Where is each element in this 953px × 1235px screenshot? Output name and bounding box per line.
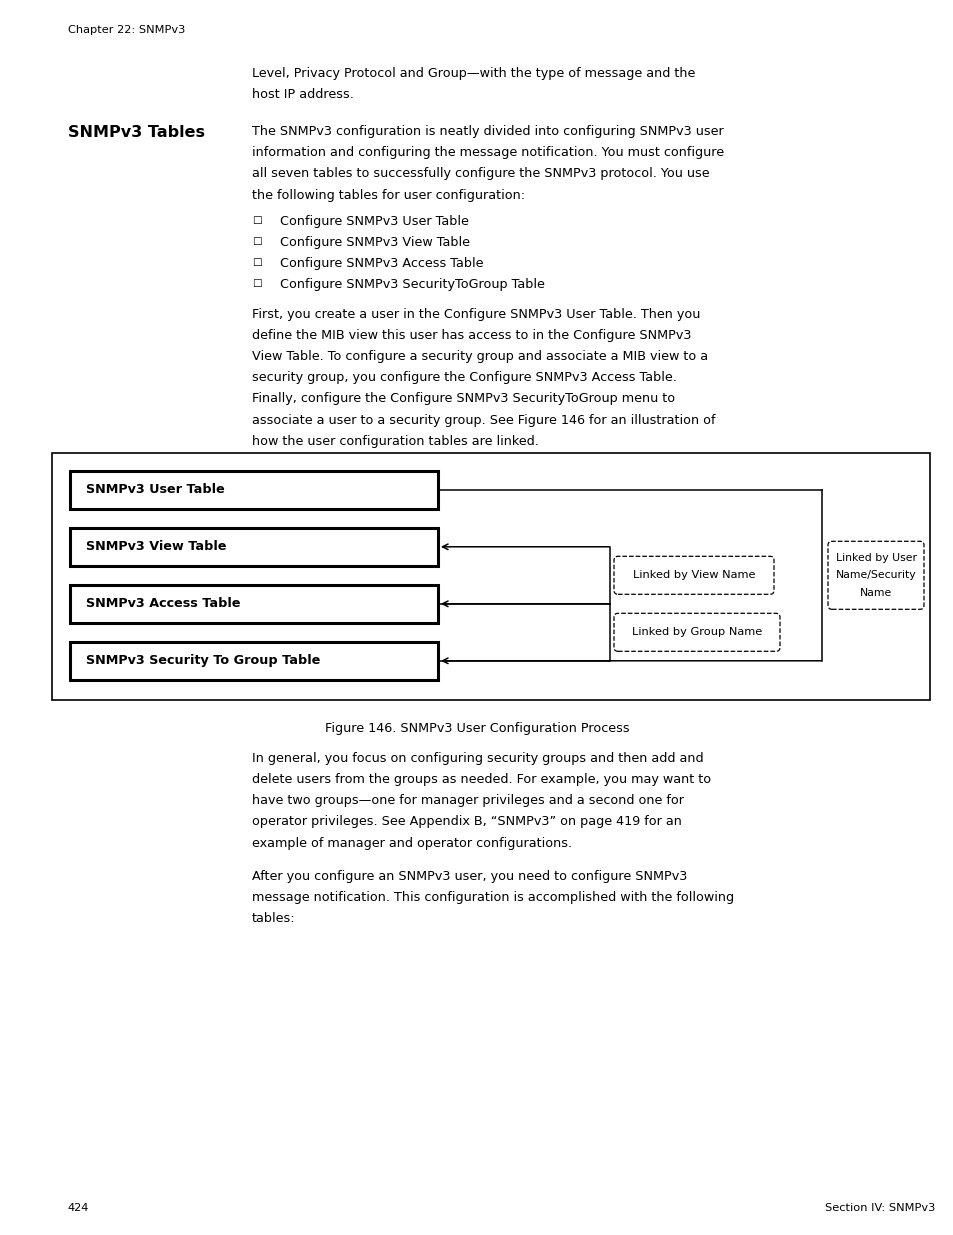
Text: SNMPv3 User Table: SNMPv3 User Table — [86, 483, 225, 496]
Text: operator privileges. See Appendix B, “SNMPv3” on page 419 for an: operator privileges. See Appendix B, “SN… — [252, 815, 681, 829]
Text: host IP address.: host IP address. — [252, 88, 354, 101]
Text: □: □ — [252, 278, 261, 289]
FancyBboxPatch shape — [70, 471, 437, 509]
Text: SNMPv3 View Table: SNMPv3 View Table — [86, 540, 226, 553]
Text: Linked by View Name: Linked by View Name — [632, 571, 755, 580]
Text: Finally, configure the Configure SNMPv3 SecurityToGroup menu to: Finally, configure the Configure SNMPv3 … — [252, 393, 675, 405]
Text: View Table. To configure a security group and associate a MIB view to a: View Table. To configure a security grou… — [252, 350, 707, 363]
Text: Configure SNMPv3 View Table: Configure SNMPv3 View Table — [280, 236, 470, 249]
Text: □: □ — [252, 215, 261, 225]
FancyBboxPatch shape — [70, 585, 437, 622]
Text: the following tables for user configuration:: the following tables for user configurat… — [252, 189, 524, 201]
Text: SNMPv3 Tables: SNMPv3 Tables — [68, 125, 205, 140]
Text: SNMPv3 Security To Group Table: SNMPv3 Security To Group Table — [86, 655, 320, 667]
Text: Linked by User: Linked by User — [835, 553, 916, 563]
Text: Level, Privacy Protocol and Group—with the type of message and the: Level, Privacy Protocol and Group—with t… — [252, 67, 695, 80]
Text: information and configuring the message notification. You must configure: information and configuring the message … — [252, 146, 723, 159]
Text: In general, you focus on configuring security groups and then add and: In general, you focus on configuring sec… — [252, 752, 703, 764]
Text: delete users from the groups as needed. For example, you may want to: delete users from the groups as needed. … — [252, 773, 710, 785]
Text: message notification. This configuration is accomplished with the following: message notification. This configuration… — [252, 890, 734, 904]
Text: associate a user to a security group. See Figure 146 for an illustration of: associate a user to a security group. Se… — [252, 414, 715, 426]
Text: Configure SNMPv3 Access Table: Configure SNMPv3 Access Table — [280, 257, 483, 270]
Text: example of manager and operator configurations.: example of manager and operator configur… — [252, 836, 572, 850]
Text: security group, you configure the Configure SNMPv3 Access Table.: security group, you configure the Config… — [252, 372, 677, 384]
FancyBboxPatch shape — [70, 527, 437, 566]
Text: First, you create a user in the Configure SNMPv3 User Table. Then you: First, you create a user in the Configur… — [252, 308, 700, 321]
FancyBboxPatch shape — [614, 556, 773, 594]
Text: Linked by Group Name: Linked by Group Name — [631, 627, 761, 637]
Text: SNMPv3 Access Table: SNMPv3 Access Table — [86, 598, 240, 610]
Text: The SNMPv3 configuration is neatly divided into configuring SNMPv3 user: The SNMPv3 configuration is neatly divid… — [252, 125, 723, 138]
Text: have two groups—one for manager privileges and a second one for: have two groups—one for manager privileg… — [252, 794, 683, 808]
Text: Chapter 22: SNMPv3: Chapter 22: SNMPv3 — [68, 25, 185, 35]
Text: how the user configuration tables are linked.: how the user configuration tables are li… — [252, 435, 538, 448]
FancyBboxPatch shape — [827, 541, 923, 609]
Text: Figure 146. SNMPv3 User Configuration Process: Figure 146. SNMPv3 User Configuration Pr… — [324, 721, 629, 735]
Text: define the MIB view this user has access to in the Configure SNMPv3: define the MIB view this user has access… — [252, 329, 691, 342]
FancyBboxPatch shape — [70, 642, 437, 679]
Text: Name/Security: Name/Security — [835, 571, 915, 580]
FancyBboxPatch shape — [52, 453, 929, 700]
Text: 424: 424 — [68, 1203, 90, 1213]
Text: After you configure an SNMPv3 user, you need to configure SNMPv3: After you configure an SNMPv3 user, you … — [252, 869, 687, 883]
Text: tables:: tables: — [252, 913, 295, 925]
Text: Configure SNMPv3 User Table: Configure SNMPv3 User Table — [280, 215, 468, 227]
Text: Name: Name — [859, 588, 891, 598]
Text: □: □ — [252, 236, 261, 246]
Text: all seven tables to successfully configure the SNMPv3 protocol. You use: all seven tables to successfully configu… — [252, 168, 709, 180]
Text: Configure SNMPv3 SecurityToGroup Table: Configure SNMPv3 SecurityToGroup Table — [280, 278, 544, 291]
Text: □: □ — [252, 257, 261, 267]
FancyBboxPatch shape — [614, 614, 780, 651]
Text: Section IV: SNMPv3: Section IV: SNMPv3 — [823, 1203, 934, 1213]
